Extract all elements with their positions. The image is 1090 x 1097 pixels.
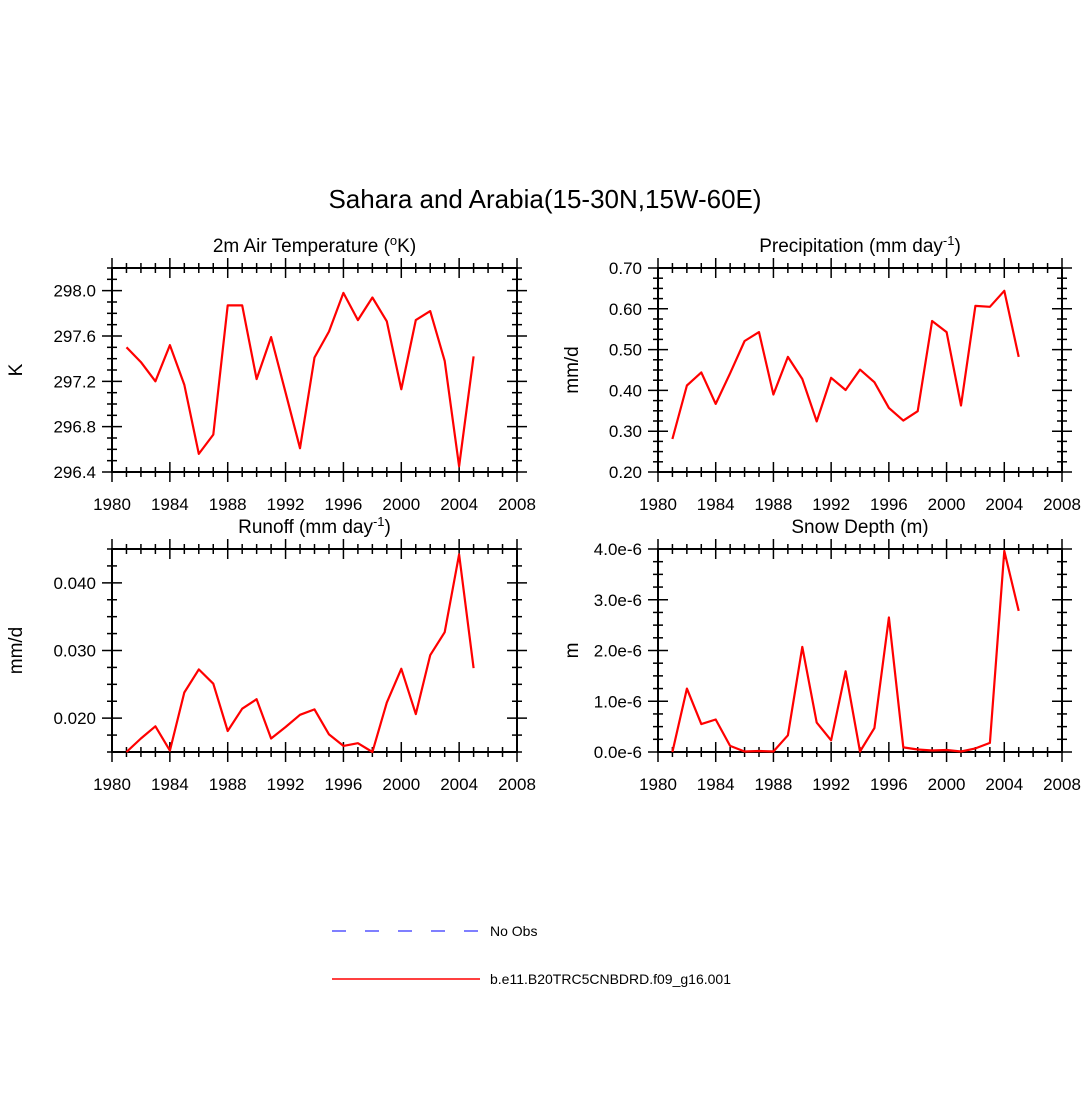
x-tick-label: 2004 — [985, 775, 1023, 794]
series-line-1 — [125, 291, 475, 468]
series-line-1 — [671, 289, 1020, 440]
chart-panel-4: 1980 1984 1988 1992 1996 2000 2004 2008 0.0e-6 1.… — [562, 517, 1081, 794]
x-tick-label: 2000 — [382, 495, 420, 514]
x-tick-label: 1996 — [325, 775, 363, 794]
x-tick-label: 1988 — [755, 495, 793, 514]
y-tick-label: 4.0e-6 — [594, 540, 642, 559]
x-tick-label: 1996 — [870, 775, 908, 794]
chart-panel-3: 1980 1984 1988 1992 1996 2000 2004 2008 0.020 0.0… — [6, 514, 536, 794]
x-tick-label: 2004 — [440, 495, 478, 514]
x-tick-label: 1984 — [151, 775, 189, 794]
chart-panels: 1980 1984 1988 1992 1996 2000 2004 2008 296.4 296… — [6, 233, 1081, 794]
x-tick-label: 1988 — [209, 775, 247, 794]
y-tick-label: 296.8 — [53, 418, 96, 437]
y-tick-label: 0.040 — [53, 574, 96, 593]
y-tick-label: 0.20 — [609, 463, 642, 482]
x-tick-label: 1996 — [870, 495, 908, 514]
y-tick-label: 0.020 — [53, 709, 96, 728]
x-tick-label: 1980 — [639, 775, 677, 794]
legend-label-2: b.e11.B20TRC5CNBDRD.f09_g16.001 — [490, 971, 731, 987]
x-tick-label: 1988 — [209, 495, 247, 514]
x-tick-label: 1996 — [325, 495, 363, 514]
y-tick-label: 296.4 — [53, 463, 96, 482]
y-tick-label: 297.2 — [53, 372, 96, 391]
y-tick-label: 0.50 — [609, 341, 642, 360]
x-tick-label: 2008 — [1043, 775, 1081, 794]
chart-panel-2: 1980 1984 1988 1992 1996 2000 2004 2008 0.20 0.30… — [562, 233, 1081, 514]
x-tick-label: 2000 — [928, 495, 966, 514]
y-tick-label: 0.0e-6 — [594, 743, 642, 762]
y-tick-label: 3.0e-6 — [594, 591, 642, 610]
plot-frame — [111, 548, 518, 753]
x-tick-label: 1980 — [639, 495, 677, 514]
series-line-1 — [125, 553, 475, 754]
panel-title: Precipitation (mm day-1) — [759, 233, 961, 257]
x-tick-label: 1984 — [697, 495, 735, 514]
x-tick-label: 2008 — [1043, 495, 1081, 514]
x-tick-label: 2000 — [928, 775, 966, 794]
panel-title: 2m Air Temperature (oK) — [213, 233, 416, 257]
x-tick-label: 2008 — [498, 495, 536, 514]
x-tick-label: 1992 — [812, 775, 850, 794]
y-tick-label: 0.30 — [609, 422, 642, 441]
x-tick-label: 1980 — [93, 495, 131, 514]
y-tick-label: 0.030 — [53, 642, 96, 661]
y-axis-label: mm/d — [562, 346, 583, 394]
x-tick-label: 1992 — [812, 495, 850, 514]
legend-label-1: No Obs — [490, 923, 537, 939]
figure-title: Sahara and Arabia(15-30N,15W-60E) — [328, 184, 761, 214]
x-tick-label: 1984 — [151, 495, 189, 514]
x-tick-label: 2004 — [985, 495, 1023, 514]
y-tick-label: 0.70 — [609, 259, 642, 278]
y-tick-label: 298.0 — [53, 282, 96, 301]
y-tick-label: 0.40 — [609, 381, 642, 400]
x-tick-label: 2004 — [440, 775, 478, 794]
y-axis-label: mm/d — [6, 627, 27, 675]
panel-title: Snow Depth (m) — [791, 517, 928, 538]
y-tick-label: 1.0e-6 — [594, 692, 642, 711]
y-tick-label: 297.6 — [53, 327, 96, 346]
x-tick-label: 1980 — [93, 775, 131, 794]
x-tick-label: 2008 — [498, 775, 536, 794]
x-tick-label: 1992 — [267, 775, 305, 794]
x-tick-label: 2000 — [382, 775, 420, 794]
series-line-1 — [671, 549, 1020, 753]
panel-title: Runoff (mm day-1) — [238, 514, 391, 538]
x-tick-label: 1992 — [267, 495, 305, 514]
y-tick-label: 0.60 — [609, 300, 642, 319]
x-tick-label: 1984 — [697, 775, 735, 794]
x-tick-label: 1988 — [755, 775, 793, 794]
y-tick-label: 2.0e-6 — [594, 642, 642, 661]
legend: No Obs b.e11.B20TRC5CNBDRD.f09_g16.001 — [332, 923, 731, 987]
y-axis-label: m — [562, 643, 583, 659]
y-axis-label: K — [6, 363, 27, 376]
chart-panel-1: 1980 1984 1988 1992 1996 2000 2004 2008 296.4 296… — [6, 233, 536, 514]
